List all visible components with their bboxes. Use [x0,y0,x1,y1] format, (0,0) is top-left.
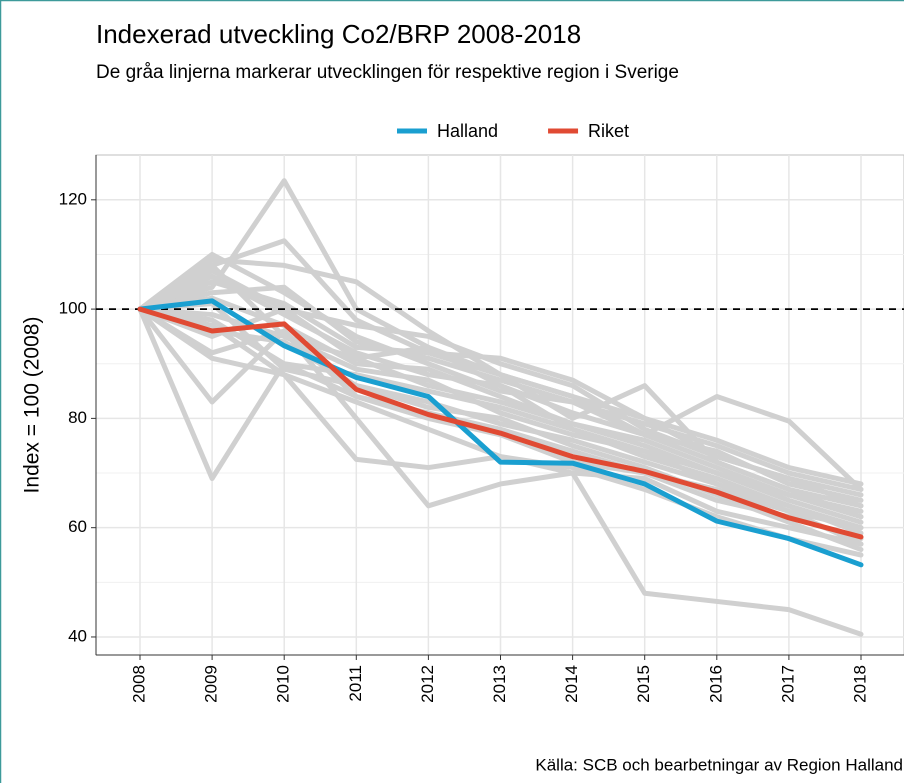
region-line [137,301,864,553]
y-tick-label: 60 [68,517,87,536]
y-tick-label: 100 [59,299,87,318]
y-tick-label: 120 [59,189,87,208]
x-tick-label: 2012 [418,665,437,703]
chart-title: Indexerad utveckling Co2/BRP 2008-2018 [96,19,581,49]
x-tick-label: 2015 [634,665,653,703]
region-line [137,273,864,520]
series-line [137,298,864,568]
x-tick-label: 2013 [490,665,509,703]
region-line [137,306,864,547]
x-tick-label: 2016 [706,665,725,703]
x-tick-label: 2011 [346,665,365,702]
y-tick-label: 40 [68,626,87,645]
caption: Källa: SCB och bearbetningar av Region H… [535,755,903,774]
x-tick-label: 2008 [129,665,148,703]
region-line [137,284,864,492]
x-tick-label: 2014 [562,665,581,703]
x-tick-label: 2018 [850,665,869,703]
y-axis-label: Index = 100 (2008) [21,317,44,494]
legend-label: Halland [437,121,498,141]
series-line [137,306,864,540]
legend-label: Riket [588,121,629,141]
chart-subtitle: De gråa linjerna markerar utvecklingen f… [96,62,679,83]
region-line [137,262,864,509]
x-tick-label: 2017 [778,665,797,703]
x-tick-label: 2010 [274,665,293,703]
region-line [137,306,864,558]
region-line [137,295,864,525]
y-tick-label: 80 [68,408,87,427]
x-tick-label: 2009 [202,665,221,703]
